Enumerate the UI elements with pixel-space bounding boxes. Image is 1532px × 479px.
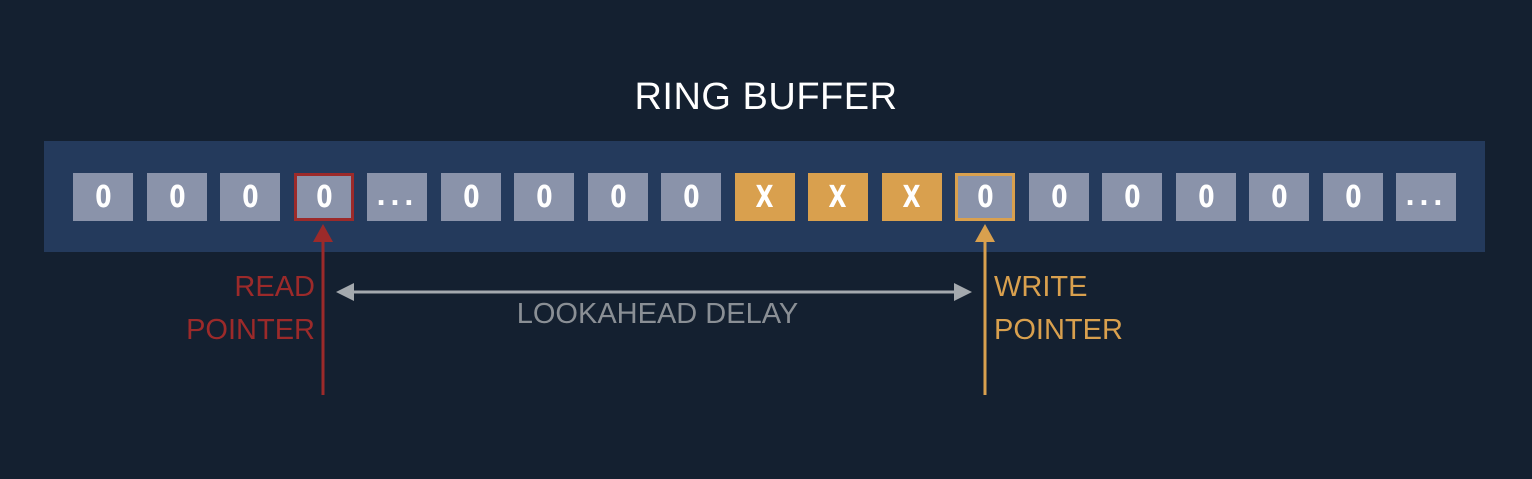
buffer-cell-filled: X <box>882 173 942 221</box>
lookahead-delay-text: LOOKAHEAD DELAY <box>516 298 799 330</box>
buffer-cell-value: 0 <box>1050 179 1068 215</box>
buffer-cell: 0 <box>147 173 207 221</box>
buffer-cell-value: 0 <box>94 179 112 215</box>
buffer-cell-value: 0 <box>535 179 553 215</box>
buffer-cell-ellipsis: ... <box>367 173 427 221</box>
read-pointer-label-line2: POINTER <box>186 314 315 346</box>
buffer-cell: 0 <box>73 173 133 221</box>
write-pointer-label: WRITE POINTER <box>994 266 1123 352</box>
buffer-cell-value: 0 <box>976 179 994 215</box>
buffer-cell-value: 0 <box>1270 179 1288 215</box>
diagram-title: RING BUFFER <box>634 76 898 118</box>
buffer-cell-value: 0 <box>682 179 700 215</box>
lookahead-delay-arrow-left-head <box>336 283 354 301</box>
read-pointer-label-line1: READ <box>234 271 315 303</box>
buffer-cell: 0 <box>661 173 721 221</box>
write-pointer-label-line1: WRITE <box>994 271 1088 303</box>
buffer-cell-value: 0 <box>462 179 480 215</box>
buffer-cell-filled: X <box>735 173 795 221</box>
buffer-cell-write-pointer: 0 <box>955 173 1015 221</box>
buffer-cell-filled: X <box>808 173 868 221</box>
buffer-cell: 0 <box>1029 173 1089 221</box>
buffer-cell-value: 0 <box>241 179 259 215</box>
buffer-cell-read-pointer: 0 <box>294 173 354 221</box>
buffer-cell: 0 <box>1102 173 1162 221</box>
buffer-cell-value: 0 <box>1197 179 1215 215</box>
read-pointer-arrow-head <box>313 224 333 242</box>
buffer-cell-value: 0 <box>168 179 186 215</box>
buffer-cell-value: 0 <box>315 179 333 215</box>
buffer-cell-value: 0 <box>609 179 627 215</box>
buffer-cell-value: ... <box>1405 182 1447 212</box>
lookahead-delay-label: LOOKAHEAD DELAY <box>0 298 1315 331</box>
buffer-cell-value: 0 <box>1123 179 1141 215</box>
buffer-cell-value: ... <box>376 182 418 212</box>
buffer-cell: 0 <box>588 173 648 221</box>
buffer-cell-value: X <box>828 179 848 215</box>
buffer-cell-value: 0 <box>1344 179 1362 215</box>
buffer-cell: 0 <box>514 173 574 221</box>
read-pointer-label: READ POINTER <box>186 266 315 352</box>
buffer-cell-value: X <box>902 179 922 215</box>
ring-buffer: 0 0 0 0... 0 0 0 0 X X X 0 0 0 0 0 0... <box>44 141 1485 252</box>
buffer-cell-ellipsis: ... <box>1396 173 1456 221</box>
buffer-cell: 0 <box>1249 173 1309 221</box>
write-pointer-label-line2: POINTER <box>994 314 1123 346</box>
buffer-cell: 0 <box>220 173 280 221</box>
buffer-cell: 0 <box>441 173 501 221</box>
buffer-cell-value: X <box>755 179 775 215</box>
write-pointer-arrow-head <box>975 224 995 242</box>
lookahead-delay-arrow-right-head <box>954 283 972 301</box>
buffer-cell: 0 <box>1176 173 1236 221</box>
buffer-cell: 0 <box>1323 173 1383 221</box>
